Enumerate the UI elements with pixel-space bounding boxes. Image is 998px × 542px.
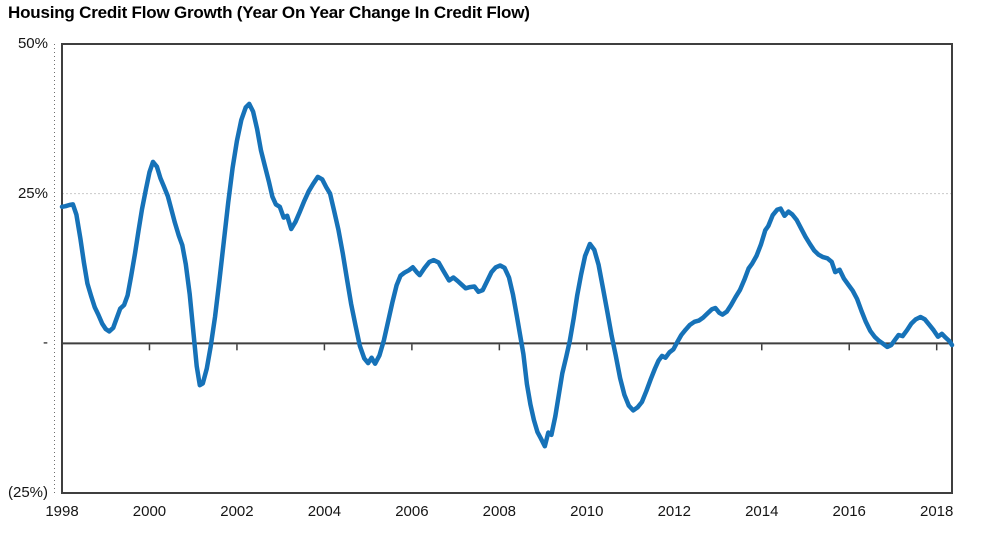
chart-title: Housing Credit Flow Growth (Year On Year… — [8, 3, 530, 22]
y-axis-label: 50% — [17, 35, 48, 52]
x-axis-label: 2006 — [395, 503, 429, 520]
x-axis-label: 2008 — [482, 503, 517, 520]
y-axis-label: (25%) — [7, 484, 48, 501]
y-axis-label: 25% — [17, 184, 48, 202]
credit-flow-line — [59, 101, 955, 449]
x-axis-label: 2010 — [570, 503, 604, 520]
x-axis-label: 2016 — [832, 503, 866, 520]
x-axis-label: 2004 — [307, 503, 342, 520]
x-axis-label: 2014 — [745, 503, 779, 520]
y-axis-label: - — [43, 334, 48, 352]
x-axis-label: 1998 — [45, 503, 79, 520]
x-axis-label: 2000 — [132, 503, 167, 520]
x-axis-label: 2002 — [220, 503, 254, 520]
x-axis-label: 2012 — [657, 503, 691, 520]
x-axis-label: 2018 — [920, 503, 954, 520]
plot-frame — [61, 43, 953, 494]
